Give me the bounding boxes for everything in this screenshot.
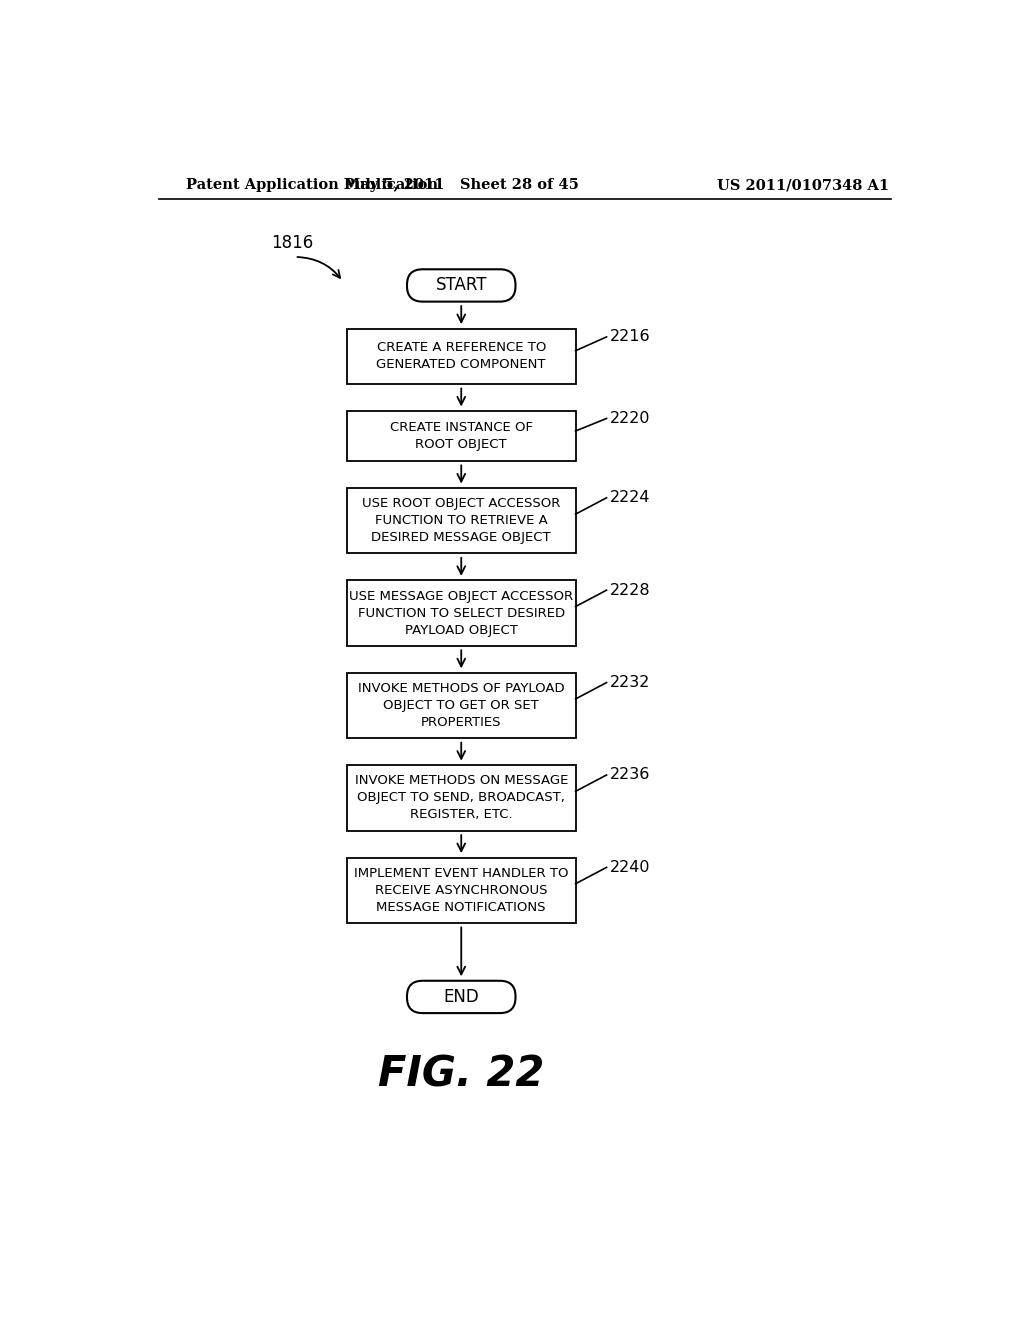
FancyBboxPatch shape [407,981,515,1014]
Text: IMPLEMENT EVENT HANDLER TO
RECEIVE ASYNCHRONOUS
MESSAGE NOTIFICATIONS: IMPLEMENT EVENT HANDLER TO RECEIVE ASYNC… [354,867,568,913]
FancyBboxPatch shape [347,858,575,923]
FancyBboxPatch shape [407,269,515,302]
Text: USE ROOT OBJECT ACCESSOR
FUNCTION TO RETRIEVE A
DESIRED MESSAGE OBJECT: USE ROOT OBJECT ACCESSOR FUNCTION TO RET… [362,498,560,544]
FancyBboxPatch shape [347,411,575,461]
FancyBboxPatch shape [347,673,575,738]
Text: US 2011/0107348 A1: US 2011/0107348 A1 [717,178,889,193]
FancyBboxPatch shape [347,488,575,553]
Text: CREATE INSTANCE OF
ROOT OBJECT: CREATE INSTANCE OF ROOT OBJECT [390,421,532,451]
Text: Patent Application Publication: Patent Application Publication [186,178,438,193]
FancyBboxPatch shape [347,766,575,830]
Text: 1816: 1816 [271,234,313,252]
Text: END: END [443,987,479,1006]
Text: 2216: 2216 [609,330,650,345]
Text: START: START [435,276,487,294]
Text: 2220: 2220 [609,411,650,426]
Text: INVOKE METHODS ON MESSAGE
OBJECT TO SEND, BROADCAST,
REGISTER, ETC.: INVOKE METHODS ON MESSAGE OBJECT TO SEND… [354,775,568,821]
FancyBboxPatch shape [347,329,575,384]
Text: CREATE A REFERENCE TO
GENERATED COMPONENT: CREATE A REFERENCE TO GENERATED COMPONEN… [377,342,546,371]
FancyBboxPatch shape [347,581,575,645]
Text: 2240: 2240 [609,859,650,875]
Text: INVOKE METHODS OF PAYLOAD
OBJECT TO GET OR SET
PROPERTIES: INVOKE METHODS OF PAYLOAD OBJECT TO GET … [358,682,564,729]
Text: 2228: 2228 [609,582,650,598]
Text: 2232: 2232 [609,675,650,690]
Text: 2224: 2224 [609,490,650,506]
Text: FIG. 22: FIG. 22 [378,1053,545,1096]
Text: USE MESSAGE OBJECT ACCESSOR
FUNCTION TO SELECT DESIRED
PAYLOAD OBJECT: USE MESSAGE OBJECT ACCESSOR FUNCTION TO … [349,590,573,636]
Text: May 5, 2011   Sheet 28 of 45: May 5, 2011 Sheet 28 of 45 [344,178,579,193]
Text: 2236: 2236 [609,767,650,783]
